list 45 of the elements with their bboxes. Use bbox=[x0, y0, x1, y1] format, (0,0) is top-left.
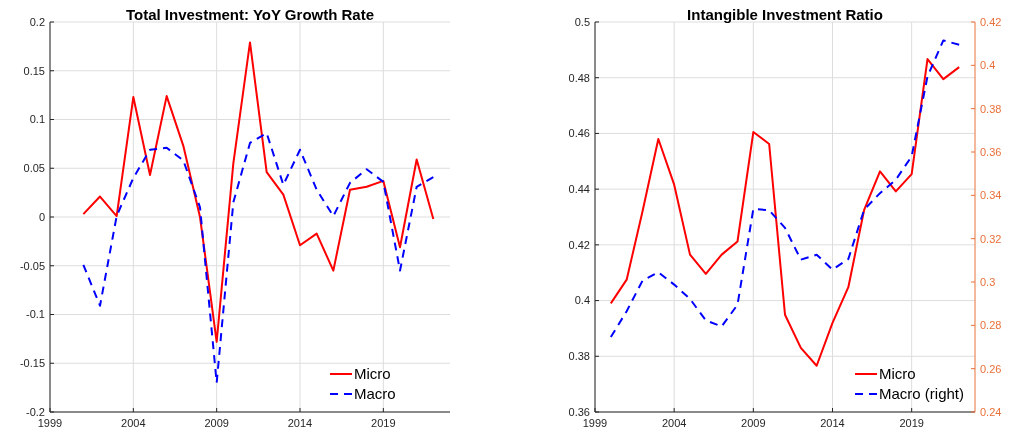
x-tick-label: 2004 bbox=[121, 417, 146, 429]
y-tick-label: 0.05 bbox=[23, 162, 45, 175]
y2-tick-label: 0.42 bbox=[980, 15, 1002, 28]
y2-tick-label: 0.34 bbox=[980, 189, 1002, 202]
y-tick-label: 0.44 bbox=[568, 182, 590, 195]
y-tick-label: -0.05 bbox=[19, 259, 45, 272]
x-tick-label: 2009 bbox=[741, 417, 766, 429]
y-tick-label: 0.15 bbox=[23, 64, 45, 77]
legend-label: Micro bbox=[354, 365, 391, 383]
y-tick-label: 0 bbox=[38, 210, 45, 223]
x-tick-label: 2009 bbox=[204, 417, 229, 429]
y-tick-label: 0.5 bbox=[574, 15, 590, 28]
y-tick-label: 0.1 bbox=[29, 113, 45, 126]
y-tick-label: -0.2 bbox=[26, 405, 45, 418]
y2-tick-label: 0.3 bbox=[980, 275, 996, 288]
legend-label: Macro (right) bbox=[879, 385, 965, 403]
x-tick-label: 2019 bbox=[899, 417, 924, 429]
x-tick-label: 1999 bbox=[37, 417, 63, 429]
line-series bbox=[82, 41, 435, 343]
legend-label: Micro bbox=[879, 365, 916, 383]
legend-label: Macro bbox=[354, 385, 396, 403]
x-tick-label: 2004 bbox=[661, 417, 687, 429]
y-tick-label: 0.42 bbox=[568, 238, 590, 251]
y-tick-label: -0.1 bbox=[26, 308, 45, 321]
x-tick-label: 2014 bbox=[820, 417, 845, 429]
y-tick-label: 0.38 bbox=[568, 350, 590, 363]
y-tick-label: 0.48 bbox=[568, 71, 590, 84]
y2-tick-label: 0.28 bbox=[980, 319, 1002, 332]
y-tick-label: 0.2 bbox=[29, 15, 45, 28]
y-tick-label: 0.36 bbox=[568, 405, 590, 418]
y2-tick-label: 0.26 bbox=[980, 362, 1002, 375]
y2-tick-label: 0.38 bbox=[980, 102, 1002, 115]
x-tick-label: 2019 bbox=[371, 417, 396, 429]
x-tick-label: 2014 bbox=[287, 417, 313, 429]
y-tick-label: 0.4 bbox=[574, 294, 590, 307]
y-tick-label: -0.15 bbox=[19, 357, 45, 370]
y2-tick-label: 0.24 bbox=[980, 405, 1002, 418]
y2-tick-label: 0.4 bbox=[980, 59, 996, 72]
y2-tick-label: 0.32 bbox=[980, 232, 1002, 245]
chart-title: Intangible Investment Ratio bbox=[687, 6, 883, 23]
x-tick-label: 1999 bbox=[582, 417, 608, 429]
y2-tick-label: 0.36 bbox=[980, 145, 1002, 158]
line-series bbox=[82, 132, 435, 384]
y-tick-label: 0.46 bbox=[568, 127, 590, 140]
chart-title: Total Investment: YoY Growth Rate bbox=[125, 6, 375, 23]
